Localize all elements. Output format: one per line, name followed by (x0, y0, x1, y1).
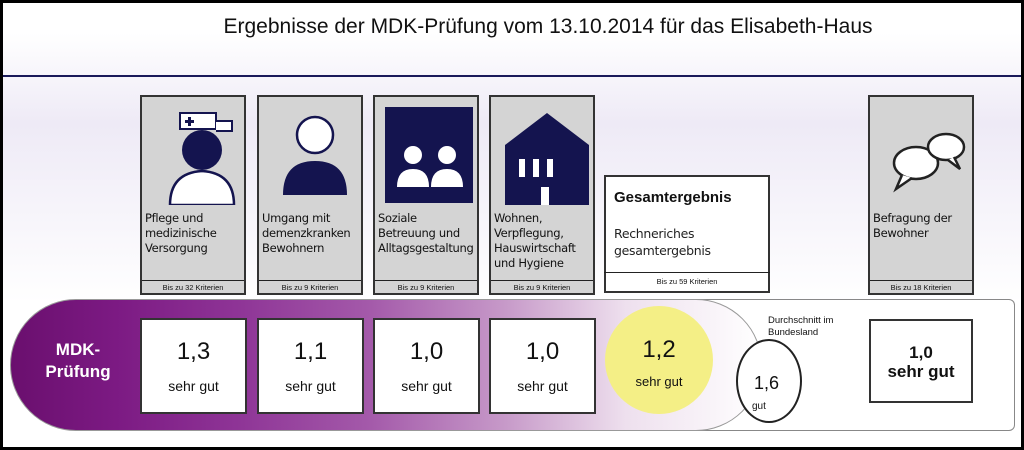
score-box: 1,0 sehr gut (489, 318, 596, 414)
category-card-befragung: Befragung der Bewohner Bis zu 18 Kriteri… (868, 95, 974, 295)
category-label: Pflege und medizinische Versorgung (145, 211, 217, 255)
criteria-count: Bis zu 32 Kriterien (162, 283, 224, 292)
category-card-wohnen: Wohnen, Verpflegung, Hauswirtschaft und … (489, 95, 595, 295)
criteria-divider (491, 280, 593, 281)
category-card-pflege: Pflege und medizinische Versorgung Bis z… (140, 95, 246, 295)
page-title: Ergebnisse der MDK-Prüfung vom 13.10.201… (223, 15, 873, 38)
speech-bubbles-icon (892, 132, 966, 193)
total-title: Gesamtergebnis (614, 189, 732, 206)
score-grade: sehr gut (401, 378, 452, 394)
survey-score-grade: sehr gut (887, 362, 955, 381)
criteria-divider (870, 280, 972, 281)
criteria-divider (259, 280, 361, 281)
score-grade: sehr gut (285, 378, 336, 394)
score-grade: sehr gut (517, 378, 568, 394)
score-value: 1,1 (293, 338, 328, 365)
score-value: 1,0 (409, 338, 444, 365)
band-label: MDK- Prüfung (45, 340, 111, 381)
average-score-grade: gut (752, 401, 766, 412)
survey-score-box: 1,0 sehr gut (869, 319, 973, 403)
criteria-count: Bis zu 18 Kriterien (890, 283, 952, 292)
score-grade: sehr gut (168, 378, 219, 394)
mdk-results-graphic: Ergebnisse der MDK-Prüfung vom 13.10.201… (3, 3, 1021, 447)
total-score-circle: 1,2 sehr gut (605, 306, 713, 414)
category-label: Umgang mit demenzkranken Bewohnern (262, 211, 351, 255)
score-box: 1,0 sehr gut (373, 318, 480, 414)
score-value: 1,0 (525, 338, 560, 365)
total-result-card: Gesamtergebnis Rechneriches gesamtergebn… (604, 175, 770, 293)
survey-score-value: 1,0 (909, 343, 933, 362)
criteria-divider (604, 272, 770, 273)
nurse-icon (168, 112, 236, 205)
score-box: 1,3 sehr gut (140, 318, 247, 414)
average-score-circle: 1,6 gut (736, 339, 802, 423)
criteria-divider (375, 280, 477, 281)
category-card-betreuung: Soziale Betreuung und Alltagsgestaltung … (373, 95, 479, 295)
score-box: 1,1 sehr gut (257, 318, 364, 414)
criteria-count: Bis zu 9 Kriterien (281, 283, 339, 292)
average-score-value: 1,6 (754, 373, 780, 393)
two-people-icon (385, 107, 473, 203)
category-label: Befragung der Bewohner (873, 211, 952, 240)
criteria-count: Bis zu 9 Kriterien (513, 283, 571, 292)
category-card-demenz: Umgang mit demenzkranken Bewohnern Bis z… (257, 95, 363, 295)
category-label: Wohnen, Verpflegung, Hauswirtschaft und … (494, 211, 576, 270)
total-score-value: 1,2 (642, 336, 676, 363)
category-label: Soziale Betreuung und Alltagsgestaltung (378, 211, 474, 255)
total-subtitle: Rechneriches gesamtergebnis (614, 226, 711, 258)
average-note: Durchschnitt im Bundesland (768, 315, 834, 338)
house-icon (505, 113, 589, 205)
criteria-divider (142, 280, 244, 281)
person-icon (283, 115, 347, 195)
criteria-count: Bis zu 9 Kriterien (397, 283, 455, 292)
title-divider (3, 75, 1021, 77)
score-value: 1,3 (176, 338, 211, 365)
criteria-count: Bis zu 59 Kriterien (656, 277, 718, 286)
total-score-grade: sehr gut (635, 374, 683, 389)
